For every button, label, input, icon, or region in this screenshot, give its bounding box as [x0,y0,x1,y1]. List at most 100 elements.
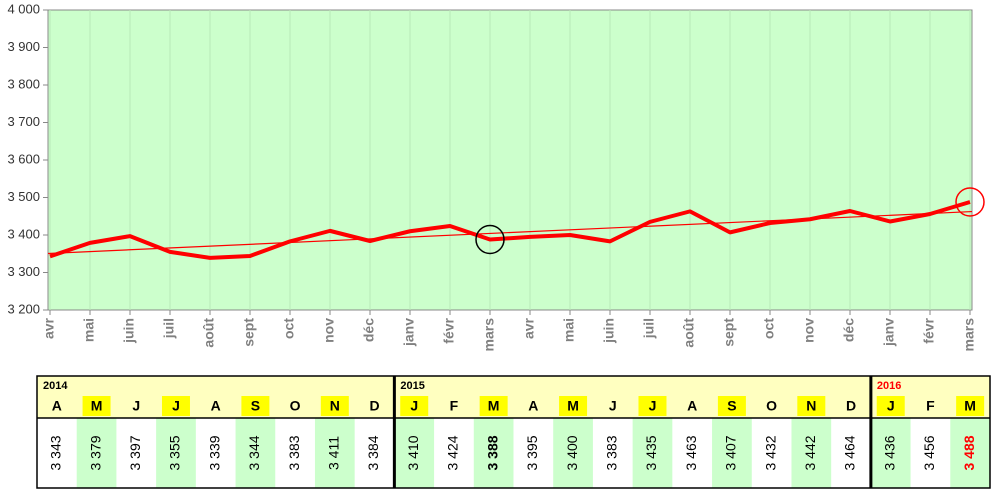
x-tick-label: nov [321,318,337,343]
month-letter: A [687,398,697,414]
table-value: 3 464 [842,435,858,470]
year-label: 2016 [877,380,901,392]
x-tick-label: juin [121,318,137,344]
x-tick-label: sept [721,318,737,347]
highlight-circle [955,187,985,217]
month-highlight [241,396,270,416]
table-value: 3 436 [881,435,897,470]
x-tick-label: déc [841,318,857,342]
month-letter: A [528,398,538,414]
month-letter: M [964,398,976,414]
month-letter: M [567,398,579,414]
month-letter: J [132,398,140,414]
year-label: 2014 [43,380,68,392]
month-letter: D [846,398,856,414]
month-letter: S [251,398,260,414]
month-letter: M [488,398,500,414]
x-tick-label: juin [601,318,617,344]
table-value: 3 442 [802,435,818,470]
value-cell-bg [314,418,355,488]
x-tick-label: août [201,318,217,348]
x-tick-label: avr [41,317,57,339]
y-tick-label: 3 500 [7,189,40,204]
month-highlight [479,396,508,416]
month-letter: J [887,398,895,414]
plot-area [47,9,973,311]
month-letter: F [450,398,459,414]
table-value: 3 435 [643,435,659,470]
value-cell-bg [76,418,117,488]
table-value: 3 397 [127,435,143,470]
y-tick-label: 3 200 [7,301,40,316]
month-letter: N [330,398,340,414]
table-value: 3 432 [762,435,778,470]
month-letter: M [91,398,103,414]
table-value: 3 384 [365,435,381,470]
highlight-circle [475,224,505,255]
month-letter: J [172,398,180,414]
y-tick-label: 3 800 [7,76,40,91]
table-value: 3 383 [286,435,302,470]
table-value: 3 395 [524,435,540,470]
month-highlight [717,396,746,416]
month-letter: S [727,398,736,414]
value-cell-bg [870,418,911,488]
month-highlight [876,396,905,416]
x-tick-label: avr [521,317,537,339]
table-value: 3 456 [921,435,937,470]
table-value: 3 410 [405,435,421,470]
month-letter: A [211,398,221,414]
month-highlight [320,396,349,416]
value-cell-bg [156,418,196,488]
x-tick-label: juil [161,318,177,339]
month-letter: O [766,398,777,414]
table-value: 3 355 [167,435,183,470]
value-cell-bg [791,418,832,488]
month-letter: J [649,398,657,414]
month-highlight [797,396,826,416]
month-highlight [956,396,985,416]
table-value: 3 463 [683,435,699,470]
table-value: 3 343 [48,435,64,470]
x-tick-label: févr [441,317,457,343]
table-value: 3 488 [961,435,977,470]
x-tick-label: janv [401,318,417,347]
value-cell-bg [235,418,276,488]
month-letter: N [806,398,816,414]
table-value: 3 411 [326,436,342,470]
value-cell-bg [950,418,990,488]
table-value: 3 407 [723,435,739,470]
table-value: 3 379 [87,435,103,470]
x-tick-label: mai [81,318,97,342]
value-cell-bg [394,418,435,488]
month-highlight [638,396,667,416]
month-letter: A [52,398,62,414]
month-letter: J [410,398,418,414]
table-value: 3 339 [206,435,222,470]
month-letter: D [369,398,379,414]
y-tick-label: 3 900 [7,39,40,54]
value-cell-bg [632,418,673,488]
value-cell-bg [473,418,514,488]
x-tick-label: nov [801,318,817,343]
x-tick-label: oct [761,318,777,339]
table-border [36,375,991,489]
y-tick-label: 3 700 [7,114,40,129]
value-cell-bg [553,418,593,488]
table-value: 3 383 [603,435,619,470]
x-tick-label: mars [961,318,977,352]
table-value: 3 424 [445,435,461,470]
month-letter: O [290,398,301,414]
y-tick-label: 3 400 [7,226,40,241]
month-highlight [400,396,429,416]
table-value: 3 344 [246,435,262,470]
month-highlight [559,396,588,416]
value-cell-bg [712,418,752,488]
month-highlight [161,396,190,416]
month-letter: F [926,398,935,414]
x-tick-label: mars [481,318,497,352]
y-tick-label: 3 600 [7,151,40,166]
y-tick-label: 3 300 [7,264,40,279]
month-highlight [82,396,111,416]
